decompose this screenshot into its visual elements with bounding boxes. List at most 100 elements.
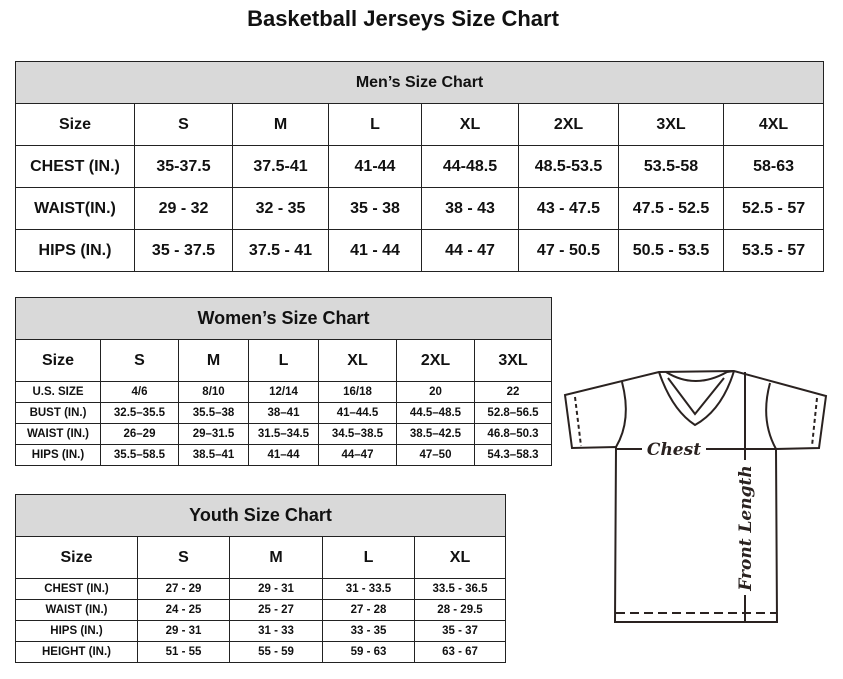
table-cell: 31 - 33.5 (322, 578, 415, 600)
table-cell: 8/10 (178, 381, 249, 403)
table-row: HIPS (IN.) 35.5–58.5 38.5–41 41–44 44–47 47–5… (15, 444, 553, 466)
table-cell: 32 - 35 (232, 187, 329, 230)
table-cell: 44 - 47 (421, 229, 519, 272)
table-row: HIPS (IN.) 35 - 37.5 37.5 - 41 41 - 44 44 - … (15, 229, 825, 272)
table-cell: 44-48.5 (421, 145, 519, 188)
table-cell: 47 - 50.5 (518, 229, 619, 272)
table-cell: 22 (473, 381, 553, 403)
table-cell: 33.5 - 36.5 (413, 578, 507, 600)
table-cell: 41-44 (328, 145, 422, 188)
table-cell: 29 - 31 (229, 578, 323, 600)
row-label: HEIGHT (IN.) (15, 641, 138, 663)
table-row: U.S. SIZE 4/6 8/10 12/14 16/18 20 22 (15, 381, 553, 403)
table-cell: 35.5–38 (178, 402, 249, 424)
header-cell: Size (15, 536, 138, 579)
womens-size-table: Women’s Size Chart Size S M L XL 2XL 3XL U.S. S… (14, 297, 553, 466)
table-cell: 20 (396, 381, 475, 403)
table-row: HEIGHT (IN.) 51 - 55 55 - 59 59 - 63 63 - 67 (15, 641, 507, 663)
table-cell: 29–31.5 (178, 423, 249, 445)
youth-size-table: Youth Size Chart Size S M L XL CHEST (IN.) 27 … (14, 494, 507, 663)
header-cell: XL (413, 536, 507, 579)
row-label: U.S. SIZE (15, 381, 101, 403)
table-cell: 38–41 (248, 402, 319, 424)
row-label: WAIST (IN.) (15, 423, 101, 445)
table-cell: 58-63 (722, 145, 825, 188)
mens-size-table: Men’s Size Chart Size S M L XL 2XL 3XL 4XL CHEST… (14, 61, 825, 272)
table-cell: 47.5 - 52.5 (618, 187, 724, 230)
table-cell: 38.5–42.5 (396, 423, 475, 445)
header-cell: M (229, 536, 323, 579)
table-cell: 12/14 (248, 381, 319, 403)
header-cell: L (248, 339, 319, 382)
table-cell: 48.5-53.5 (518, 145, 619, 188)
table-cell: 35 - 37.5 (134, 229, 233, 272)
table-cell: 31 - 33 (229, 620, 323, 642)
table-cell: 41 - 44 (328, 229, 422, 272)
header-cell: M (178, 339, 249, 382)
youth-table-title: Youth Size Chart (14, 494, 507, 537)
table-cell: 26–29 (100, 423, 179, 445)
table-cell: 47–50 (396, 444, 475, 466)
header-cell: S (134, 103, 233, 146)
table-cell: 16/18 (318, 381, 397, 403)
table-cell: 38 - 43 (421, 187, 519, 230)
table-cell: 35.5–58.5 (100, 444, 179, 466)
table-cell: 24 - 25 (137, 599, 230, 621)
row-label: HIPS (IN.) (15, 620, 138, 642)
table-cell: 53.5-58 (618, 145, 724, 188)
table-row: WAIST(IN.) 29 - 32 32 - 35 35 - 38 38 - 43 43… (15, 187, 825, 230)
table-cell: 4/6 (100, 381, 179, 403)
row-label: HIPS (IN.) (15, 444, 101, 466)
front-length-label: Front Length (736, 465, 756, 591)
table-cell: 43 - 47.5 (518, 187, 619, 230)
table-cell: 52.8–56.5 (473, 402, 553, 424)
table-row: CHEST (IN.) 27 - 29 29 - 31 31 - 33.5 33.5 -… (15, 578, 507, 600)
table-cell: 35 - 37 (413, 620, 507, 642)
header-cell: S (100, 339, 179, 382)
header-cell: Size (15, 103, 135, 146)
table-cell: 41–44 (248, 444, 319, 466)
table-cell: 31.5–34.5 (248, 423, 319, 445)
row-label: WAIST(IN.) (15, 187, 135, 230)
mens-table-title: Men’s Size Chart (14, 61, 825, 104)
table-cell: 29 - 31 (137, 620, 230, 642)
table-row: WAIST (IN.) 24 - 25 25 - 27 27 - 28 28 - 29.… (15, 599, 507, 621)
chest-label: Chest (647, 440, 701, 460)
table-cell: 53.5 - 57 (722, 229, 825, 272)
header-cell: L (322, 536, 415, 579)
header-cell: L (328, 103, 422, 146)
header-cell: Size (15, 339, 101, 382)
table-cell: 35 - 38 (328, 187, 422, 230)
table-cell: 44–47 (318, 444, 397, 466)
table-row: HIPS (IN.) 29 - 31 31 - 33 33 - 35 35 - 37 (15, 620, 507, 642)
table-cell: 32.5–35.5 (100, 402, 179, 424)
table-row: BUST (IN.) 32.5–35.5 35.5–38 38–41 41–44.5 44… (15, 402, 553, 424)
table-cell: 59 - 63 (322, 641, 415, 663)
table-cell: 52.5 - 57 (722, 187, 825, 230)
header-cell: S (137, 536, 230, 579)
page-title: Basketball Jerseys Size Chart (247, 6, 559, 31)
womens-table-title: Women’s Size Chart (14, 297, 553, 340)
table-cell: 46.8–50.3 (473, 423, 553, 445)
table-cell: 38.5–41 (178, 444, 249, 466)
table-cell: 54.3–58.3 (473, 444, 553, 466)
header-cell: 4XL (722, 103, 825, 146)
header-cell: XL (318, 339, 397, 382)
table-cell: 63 - 67 (413, 641, 507, 663)
header-cell: 3XL (473, 339, 553, 382)
table-cell: 27 - 29 (137, 578, 230, 600)
table-cell: 27 - 28 (322, 599, 415, 621)
header-cell: 2XL (518, 103, 619, 146)
row-label: BUST (IN.) (15, 402, 101, 424)
table-cell: 41–44.5 (318, 402, 397, 424)
table-cell: 44.5–48.5 (396, 402, 475, 424)
table-cell: 55 - 59 (229, 641, 323, 663)
row-label: WAIST (IN.) (15, 599, 138, 621)
table-cell: 37.5 - 41 (232, 229, 329, 272)
table-cell: 37.5-41 (232, 145, 329, 188)
header-cell: M (232, 103, 329, 146)
shirt-outline (563, 369, 828, 623)
table-cell: 25 - 27 (229, 599, 323, 621)
table-cell: 50.5 - 53.5 (618, 229, 724, 272)
table-cell: 33 - 35 (322, 620, 415, 642)
